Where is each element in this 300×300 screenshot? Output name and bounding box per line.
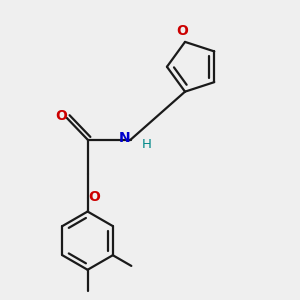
Text: O: O	[56, 110, 68, 123]
Text: H: H	[142, 138, 152, 152]
Text: O: O	[176, 24, 188, 38]
Text: N: N	[119, 131, 131, 145]
Text: O: O	[88, 190, 100, 204]
